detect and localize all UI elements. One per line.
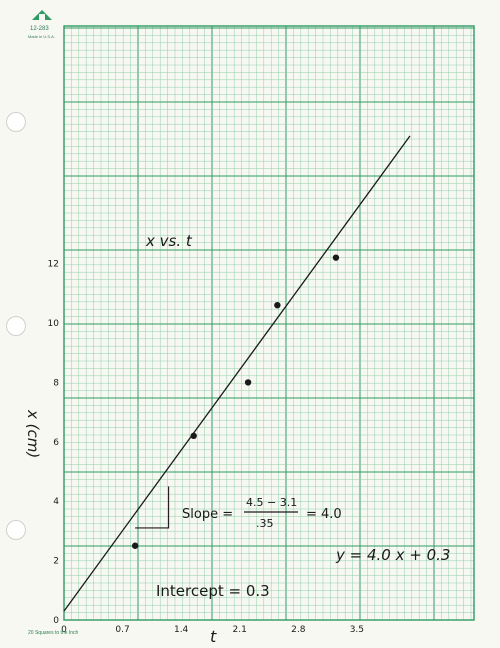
x-tick-label: 2.1 [233, 625, 247, 635]
intercept-note: Intercept = 0.3 [156, 582, 270, 600]
data-point [332, 254, 340, 261]
slope-label: Slope = [182, 507, 233, 522]
y-tick-label: 8 [53, 378, 59, 388]
line-equation: y = 4.0 x + 0.3 [335, 546, 450, 564]
y-tick-label: 6 [53, 438, 59, 448]
plot-area [64, 26, 474, 620]
x-axis-label: t [210, 627, 217, 646]
x-tick-label: 0.7 [115, 625, 129, 635]
chart-title: x vs. t [145, 232, 193, 250]
data-point [131, 542, 139, 549]
x-tick-label: 1.4 [174, 625, 189, 635]
plot-border [63, 25, 475, 621]
y-tick-label: 0 [53, 616, 59, 626]
y-tick-label: 12 [48, 260, 59, 270]
data-point [190, 432, 197, 440]
binder-hole-middle [6, 316, 26, 336]
data-point [274, 301, 281, 309]
y-tick-label: 4 [53, 497, 59, 507]
paper-code: 12-283 [30, 26, 49, 32]
paper-footer-note: 20 Squares to the Inch [28, 630, 79, 636]
x-tick-label: 0 [61, 625, 67, 635]
slope-result: = 4.0 [306, 507, 342, 522]
y-axis-label: x (cm) [24, 409, 42, 458]
slope-numerator: 4.5 − 3.1 [246, 496, 297, 509]
slope-triangle [135, 486, 170, 529]
x-tick-label: 3.5 [350, 625, 364, 635]
made-in-label: Made in U.S.A. [28, 34, 55, 39]
data-point [244, 379, 252, 386]
grid-lines [63, 25, 475, 621]
slope-denominator: .35 [256, 517, 274, 530]
binder-hole-top [6, 112, 26, 132]
x-tick-label: 2.8 [291, 625, 306, 635]
binder-hole-bottom [6, 520, 26, 540]
manufacturer-logo [30, 8, 54, 22]
y-tick-label: 10 [48, 319, 60, 329]
best-fit-line [63, 135, 411, 612]
y-tick-label: 2 [53, 557, 59, 567]
